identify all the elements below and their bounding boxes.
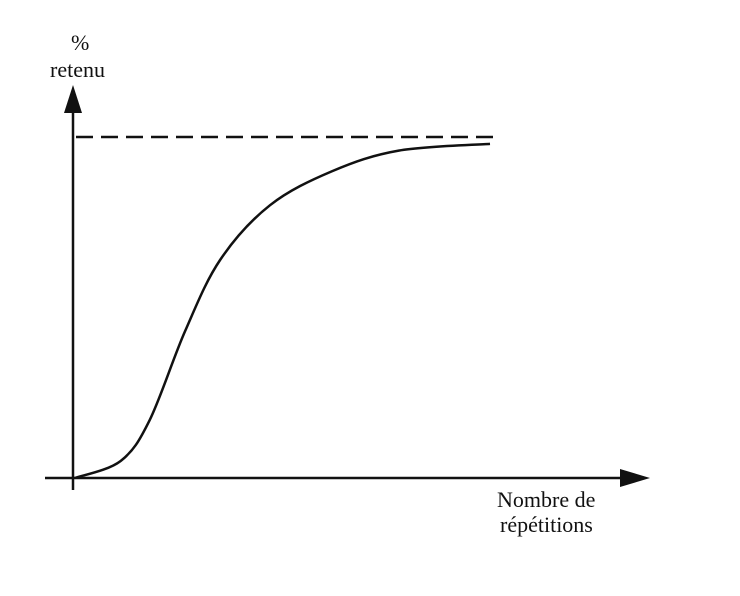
y-axis-arrow-icon xyxy=(64,85,82,113)
x-axis-label-line2: répétitions xyxy=(500,512,593,537)
x-axis-arrow-icon xyxy=(620,469,650,487)
learning-curve-line xyxy=(74,142,491,480)
y-axis-label: retenu xyxy=(50,57,105,82)
y-axis-label-symbol: % xyxy=(71,30,90,55)
x-axis-label-line1: Nombre de xyxy=(497,487,596,512)
